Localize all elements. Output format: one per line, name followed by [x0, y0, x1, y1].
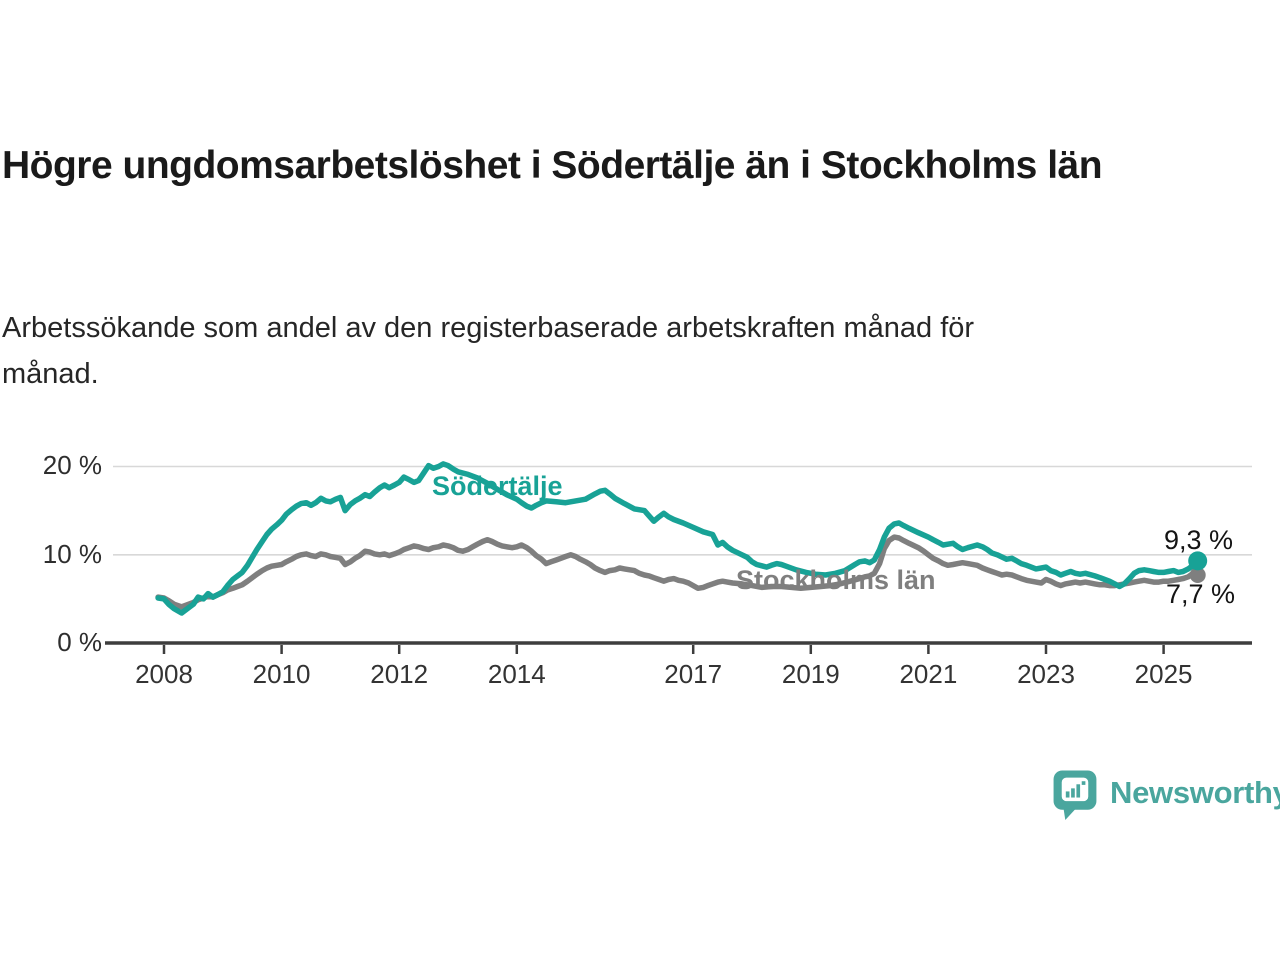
y-axis-tick-label: 10 % — [42, 539, 102, 569]
end-dot-stockholms-lan — [1189, 567, 1206, 583]
end-value-label-stockholms-lan: 7,7 % — [1166, 579, 1236, 609]
newsworthy-logo: Newsworthy — [1053, 770, 1280, 821]
y-axis-tick-label: 0 % — [57, 627, 102, 657]
x-axis-tick-label: 2021 — [899, 659, 958, 689]
end-dot-sodertalje — [1188, 551, 1208, 571]
chart-subtitle: Arbetssökande som andel av den registerb… — [2, 312, 975, 390]
y-axis-tick-label: 20 % — [42, 450, 102, 480]
x-axis-tick-label: 2019 — [781, 659, 840, 689]
x-axis-tick-label: 2008 — [135, 659, 193, 689]
series-label-stockholms-lan: Stockholms län — [736, 565, 936, 595]
series-line-sodertalje — [155, 461, 1201, 616]
chart-title: Högre ungdomsarbetslöshet i Södertälje ä… — [2, 144, 1103, 187]
x-axis-tick-label: 2012 — [370, 659, 429, 689]
end-value-label-sodertalje: 9,3 % — [1164, 525, 1234, 555]
x-axis-tick-label: 2014 — [487, 659, 546, 689]
mini-bar-chart-icon — [1065, 781, 1086, 798]
newsworthy-wordmark: Newsworthy — [1110, 775, 1280, 810]
series-line-stockholms-lan — [155, 534, 1201, 610]
x-axis-tick-label: 2010 — [252, 659, 311, 689]
series-label-sodertalje: Södertälje — [432, 471, 563, 501]
x-axis-tick-label: 2023 — [1017, 659, 1075, 689]
x-axis-tick-label: 2017 — [664, 659, 723, 689]
newsworthy-logo-icon — [1053, 770, 1097, 820]
x-axis-tick-label: 2025 — [1134, 659, 1193, 689]
